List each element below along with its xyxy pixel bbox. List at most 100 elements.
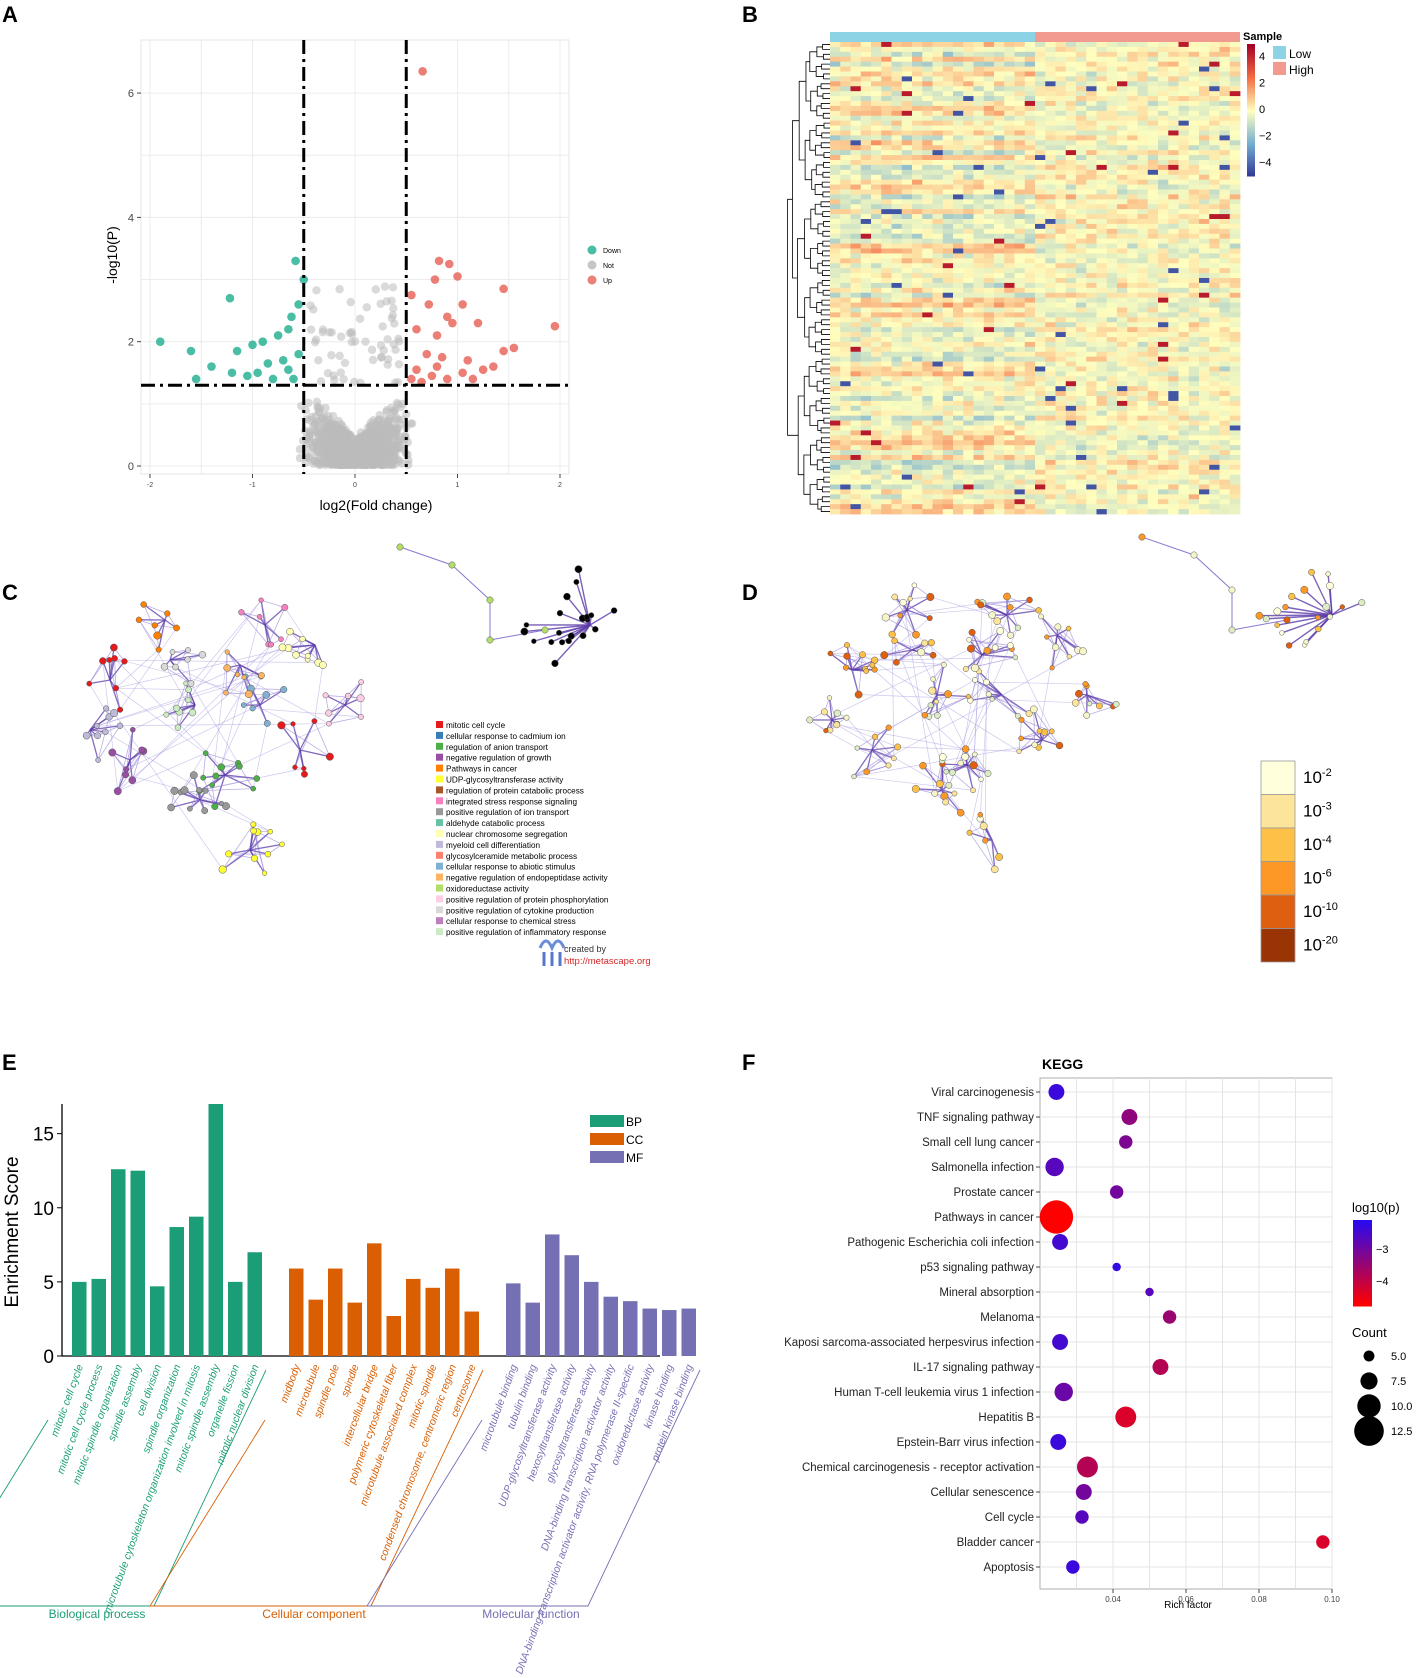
heatmap-cell <box>1065 405 1077 412</box>
heatmap-cell <box>1168 273 1179 279</box>
heatmap-cell <box>963 332 974 338</box>
heatmap-cell <box>850 135 862 141</box>
heatmap-cell <box>1158 317 1169 323</box>
heatmap-cell <box>1086 91 1097 97</box>
heatmap-cell <box>1014 302 1026 308</box>
heatmap-cell <box>860 135 872 141</box>
heatmap-cell <box>1199 209 1210 215</box>
heatmap-cell <box>983 164 995 171</box>
volcano-xtick-label: 0 <box>353 482 357 489</box>
heatmap-cell <box>1065 96 1077 102</box>
heatmap-cell <box>881 381 892 387</box>
heatmap-cell <box>840 312 851 318</box>
dendrogram-branch <box>822 112 830 119</box>
heatmap-cell <box>860 160 872 166</box>
heatmap-cell <box>963 194 974 200</box>
heatmap-cell <box>1199 56 1210 63</box>
heatmap-cell <box>1086 341 1097 348</box>
heatmap-cell <box>1219 61 1231 67</box>
heatmap-cell <box>922 430 933 436</box>
heatmap-cell <box>1086 356 1097 362</box>
heatmap-cell <box>1209 361 1220 367</box>
heatmap-cell <box>922 155 933 161</box>
heatmap-cell <box>912 445 923 451</box>
heatmap-cell <box>912 346 923 353</box>
heatmap-cell <box>860 396 872 402</box>
heatmap-cell <box>850 341 862 348</box>
heatmap-cell <box>912 337 923 343</box>
heatmap-cell <box>1137 140 1149 146</box>
heatmap-cell <box>840 425 851 431</box>
heatmap-cell <box>1004 91 1015 97</box>
heatmap-cell <box>1117 341 1128 348</box>
not-point <box>316 377 326 386</box>
heatmap-cell <box>1137 376 1149 382</box>
heatmap-cell <box>912 233 923 240</box>
not-point <box>332 429 342 438</box>
heatmap-cell <box>1055 430 1067 436</box>
heatmap-cell <box>1188 86 1200 92</box>
heatmap-cell <box>1127 150 1138 156</box>
heatmap-cell <box>891 174 903 181</box>
heatmap-cell <box>1147 420 1159 426</box>
heatmap-cell <box>1065 292 1077 299</box>
heatmap-cell <box>901 42 913 48</box>
heatmap-cell <box>1188 204 1200 210</box>
heatmap-cell <box>840 194 851 200</box>
heatmap-cell <box>1076 204 1087 210</box>
heatmap-cell <box>1137 430 1149 436</box>
heatmap-cell <box>922 204 933 210</box>
heatmap-cell <box>983 312 995 318</box>
heatmap-cell <box>1055 56 1067 63</box>
heatmap-cell <box>953 307 964 313</box>
heatmap-cell <box>1106 120 1118 126</box>
heatmap-cell <box>891 415 903 421</box>
heatmap-cell <box>922 400 933 407</box>
not-point <box>394 360 404 369</box>
heatmap-cell <box>1199 174 1210 181</box>
heatmap-cell <box>1147 386 1159 392</box>
heatmap-cell <box>1229 415 1241 421</box>
heatmap-cell <box>840 71 851 77</box>
heatmap-cell <box>912 145 923 151</box>
heatmap-cell <box>1076 91 1087 97</box>
dendrogram-branch <box>822 407 830 414</box>
heatmap-cell <box>983 425 995 431</box>
heatmap-cell <box>963 258 974 264</box>
heatmap-cell <box>901 381 913 387</box>
heatmap-cell <box>871 189 882 195</box>
heatmap-cell <box>1024 209 1036 215</box>
heatmap-cell <box>1209 194 1220 200</box>
heatmap-cell <box>830 410 841 417</box>
dendrogram-branch <box>823 53 830 60</box>
dendrogram-branch <box>814 203 823 215</box>
heatmap-cell <box>881 327 892 333</box>
heatmap-cell <box>881 110 892 117</box>
heatmap-cell <box>840 145 851 151</box>
heatmap-cell <box>1219 445 1231 451</box>
heatmap-cell <box>1106 199 1118 205</box>
heatmap-cell <box>1127 307 1138 313</box>
heatmap-cell <box>1178 327 1190 333</box>
heatmap-cell <box>1147 91 1159 97</box>
heatmap-cell <box>881 312 892 318</box>
heatmap-cell <box>1229 346 1241 353</box>
heatmap-cell <box>850 356 862 362</box>
heatmap-cell <box>830 332 841 338</box>
heatmap-cell <box>891 160 903 166</box>
heatmap-cell <box>1035 120 1046 126</box>
heatmap-cell <box>830 194 841 200</box>
heatmap-cell <box>1117 445 1128 451</box>
heatmap-cell <box>1106 130 1118 136</box>
heatmap-cell <box>1199 287 1210 294</box>
heatmap-cell <box>1024 189 1036 195</box>
heatmap-cell <box>1158 243 1169 249</box>
heatmap-cell <box>1229 130 1241 136</box>
heatmap-cell <box>891 322 903 328</box>
dendrogram-branch <box>822 44 830 50</box>
heatmap-cell <box>1158 169 1169 176</box>
heatmap-cell <box>973 356 985 362</box>
heatmap-cell <box>1004 396 1015 402</box>
volcano-legend-label-not: Not <box>603 263 614 270</box>
heatmap-cell <box>1137 307 1149 313</box>
